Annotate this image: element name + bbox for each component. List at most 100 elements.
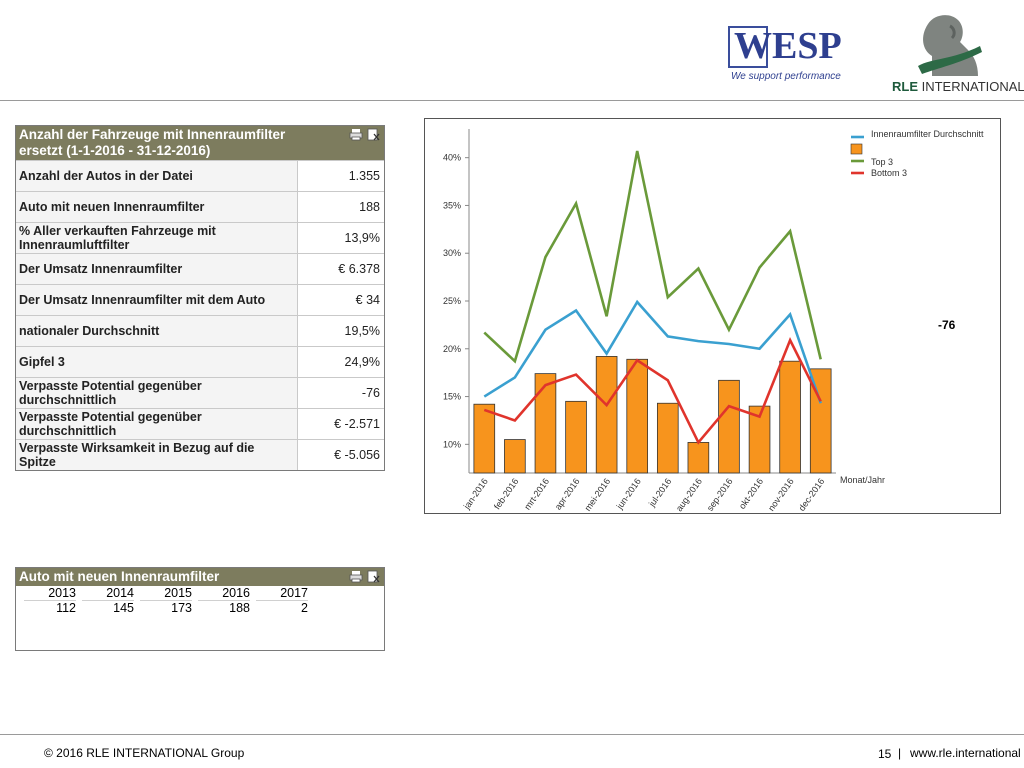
year-count-cell: 112: [56, 601, 76, 615]
x-tick-label: mrt-2016: [522, 476, 551, 511]
monthly-percentage-chart: 10% 15% 20% 25% 30% 35% 40% jan-2016 feb-2016 mrt…: [424, 118, 1001, 514]
summary-row-value: € -2.571: [298, 409, 384, 439]
year-header-cell: 2016: [198, 586, 250, 601]
print-icon[interactable]: [349, 570, 363, 583]
x-tick-label: apr-2016: [553, 476, 582, 511]
y-tick-label: 25%: [443, 296, 461, 306]
x-tick-label: nov-2016: [766, 476, 796, 512]
summary-row: % Aller verkauften Fahrzeuge mit Innenra…: [16, 222, 384, 253]
vehicles-summary-title-bar: Anzahl der Fahrzeuge mit Innenraumfilter…: [16, 126, 384, 160]
wesp-logo-text: WESP: [734, 25, 842, 67]
summary-row-label: Verpasste Potential gegenüber durchschni…: [16, 378, 298, 408]
bar-jul-2016: [656, 402, 679, 474]
summary-row-label: Anzahl der Autos in der Datei: [16, 161, 298, 191]
rle-logo-rest: INTERNATIONAL: [918, 79, 1024, 94]
y-tick-label: 30%: [443, 248, 461, 258]
series-line-3: [483, 337, 822, 445]
legend-label: Innenraumfilter Durchschnitt: [871, 129, 984, 139]
year-count-cell: 188: [229, 601, 250, 615]
summary-row-label: Der Umsatz Innenraumfilter: [16, 254, 298, 284]
panel-toolbar: [349, 128, 381, 141]
summary-row-value: € 34: [298, 285, 384, 315]
vehicles-summary-rows: Anzahl der Autos in der Datei 1.355 Auto m…: [16, 160, 384, 470]
bar-dec-2016: [809, 368, 832, 474]
summary-row: Verpasste Potential gegenüber durchschni…: [16, 377, 384, 408]
summary-row: Verpasste Potential gegenüber durchschni…: [16, 408, 384, 439]
x-tick-label: feb-2016: [492, 476, 521, 511]
summary-row-value: -76: [298, 378, 384, 408]
summary-row-label: Gipfel 3: [16, 347, 298, 377]
summary-row-value: € -5.056: [298, 440, 384, 470]
footer-url[interactable]: www.rle.international: [910, 746, 1021, 760]
x-tick-label: sep-2016: [705, 476, 735, 512]
y-tick-label: 40%: [443, 153, 461, 163]
x-axis-label: Monat/Jahr: [840, 475, 885, 485]
year-header-cell: 2014: [82, 586, 134, 601]
x-tick-label: aug-2016: [674, 476, 704, 513]
year-header-cell: 2017: [256, 586, 308, 601]
summary-row: Auto mit neuen Innenraumfilter 188: [16, 191, 384, 222]
bar-apr-2016: [565, 400, 587, 474]
wesp-logo: WESP We support performance: [728, 25, 848, 84]
y-tick-label: 20%: [443, 344, 461, 354]
year-header-cell: 2013: [24, 586, 76, 601]
footer-copyright: © 2016 RLE INTERNATIONAL Group: [44, 746, 245, 760]
summary-row: Anzahl der Autos in der Datei 1.355: [16, 160, 384, 191]
rle-logo-text: RLE INTERNATIONAL: [892, 79, 1024, 94]
bar-mrt-2016: [534, 373, 557, 474]
summary-row: nationaler Durchschnitt 19,5%: [16, 315, 384, 346]
x-tick-label: jan-2016: [461, 476, 490, 511]
bar-okt-2016: [748, 405, 771, 474]
print-icon[interactable]: [349, 128, 363, 141]
footer-separator: |: [898, 746, 902, 760]
bar-aug-2016: [687, 442, 710, 474]
summary-row-value: 24,9%: [298, 347, 384, 377]
summary-row-label: nationaler Durchschnitt: [16, 316, 298, 346]
y-tick-label: 35%: [443, 200, 461, 210]
x-tick-label: dec-2016: [797, 476, 827, 512]
page-number: 15: [878, 747, 892, 761]
rle-thinker-icon: [918, 15, 982, 77]
header-divider: [0, 100, 1024, 101]
summary-row-value: 13,9%: [298, 223, 384, 253]
vehicles-summary-title: Anzahl der Fahrzeuge mit Innenraumfilter…: [19, 127, 286, 158]
series-line-0: [483, 299, 822, 404]
y-tick-label: 10%: [443, 439, 461, 449]
bar-sep-2016: [718, 379, 740, 474]
year-count-cell: 173: [171, 601, 192, 615]
wesp-tagline: We support performance: [731, 71, 841, 82]
summary-row-value: 1.355: [298, 161, 384, 191]
cars-by-year-title: Auto mit neuen Innenraumfilter: [19, 569, 220, 584]
x-tick-label: okt-2016: [737, 476, 765, 510]
legend-label: Bottom 3: [871, 168, 907, 178]
x-tick-label: jul-2016: [646, 476, 673, 509]
summary-row-label: Der Umsatz Innenraumfilter mit dem Auto: [16, 285, 298, 315]
series-line-2: [483, 150, 822, 364]
summary-row-label: Verpasste Wirksamkeit in Bezug auf die S…: [16, 440, 298, 470]
x-tick-label: mei-2016: [583, 476, 613, 512]
panel-toolbar: [349, 570, 381, 583]
excel-export-icon[interactable]: [367, 570, 381, 583]
bar-jan-2016: [473, 403, 496, 474]
wesp-logo-box: [728, 26, 768, 68]
vehicles-summary-panel: Anzahl der Fahrzeuge mit Innenraumfilter…: [15, 125, 385, 471]
legend-label: Top 3: [871, 157, 893, 167]
summary-row-value: 19,5%: [298, 316, 384, 346]
summary-row: Der Umsatz Innenraumfilter € 6.378: [16, 253, 384, 284]
year-count-cell: 2: [301, 601, 308, 615]
bar-jun-2016: [626, 358, 649, 474]
excel-export-icon[interactable]: [367, 128, 381, 141]
chart-svg: 10% 15% 20% 25% 30% 35% 40% jan-2016 feb-2016 mrt…: [443, 129, 984, 513]
y-tick-label: 15%: [443, 392, 461, 402]
bar-feb-2016: [504, 439, 526, 474]
summary-row-label: Verpasste Potential gegenüber durchschni…: [16, 409, 298, 439]
x-tick-label: jun-2016: [614, 476, 643, 511]
legend-swatch: [850, 143, 863, 155]
rle-logo: RLE INTERNATIONAL: [892, 6, 1024, 98]
year-header-cell: 2015: [140, 586, 192, 601]
summary-row: Der Umsatz Innenraumfilter mit dem Auto €…: [16, 284, 384, 315]
chart-annotation: -76: [938, 318, 956, 332]
summary-row-label: % Aller verkauften Fahrzeuge mit Innenra…: [16, 223, 298, 253]
summary-row: Gipfel 3 24,9%: [16, 346, 384, 377]
bar-mei-2016: [595, 356, 618, 474]
